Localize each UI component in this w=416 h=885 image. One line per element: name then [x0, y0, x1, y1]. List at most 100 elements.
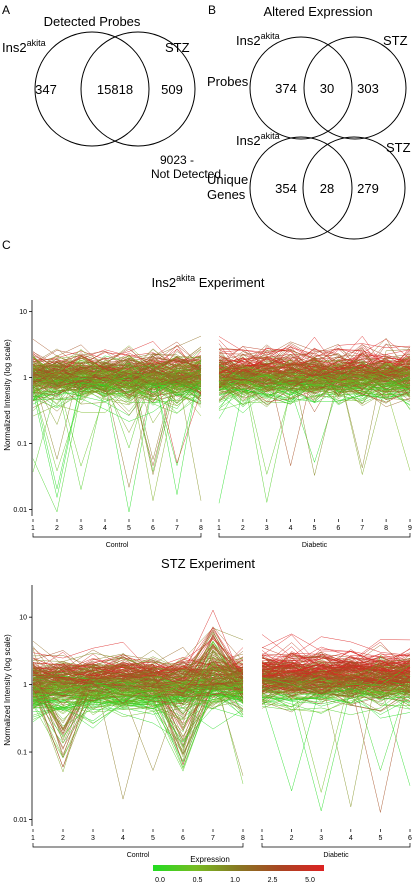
- chart1-y-ticks: 10 1 0.1 0.01: [13, 309, 32, 514]
- venn-b-probes-row-label: Probes: [207, 74, 249, 89]
- x-tick-label: 6: [336, 525, 340, 532]
- probe-line: [32, 359, 202, 398]
- probe-line: [32, 354, 202, 387]
- probe-line: [32, 360, 202, 387]
- venn-a-right-label: STZ: [165, 40, 190, 55]
- legend-tick-label: 0.0: [155, 877, 165, 884]
- probe-line: [32, 665, 244, 718]
- probe-line: [261, 685, 411, 711]
- probe-line: [218, 370, 411, 402]
- probe-line: [218, 369, 411, 408]
- probe-line: [218, 365, 411, 386]
- legend-tick-label: 0.5: [193, 877, 203, 884]
- chart2-x-axis: 1 2 3 4 5 6 7 8 Control 1 2 3 4 5 6 Diabetic: [31, 829, 412, 859]
- probe-line: [32, 655, 244, 709]
- probe-line: [261, 678, 411, 699]
- probe-line: [32, 627, 244, 696]
- probe-line: [261, 672, 411, 695]
- probe-line: [218, 371, 411, 398]
- probe-line: [218, 370, 411, 403]
- probe-line: [218, 348, 411, 397]
- probe-line: [261, 685, 411, 716]
- probe-line: [218, 357, 411, 375]
- x-tick-label: 1: [31, 525, 35, 532]
- probe-line: [32, 662, 244, 697]
- panel-a-letter: A: [2, 3, 10, 17]
- probe-line: [32, 685, 244, 710]
- x-tick-label: 8: [199, 525, 203, 532]
- probe-line: [32, 690, 244, 709]
- probe-line: [32, 698, 244, 742]
- x-tick-label: 7: [211, 835, 215, 842]
- probe-line: [32, 363, 202, 387]
- x-tick-label: 1: [217, 525, 221, 532]
- venn-a-outside-line1: 9023 -: [160, 153, 194, 167]
- x-tick-label: 8: [241, 835, 245, 842]
- venn-b-probes-left-label: Ins2akita: [236, 31, 280, 48]
- probe-line: [261, 673, 411, 690]
- probe-line: [32, 359, 202, 408]
- probe-line: [32, 679, 244, 701]
- group-label: Control: [106, 542, 129, 549]
- probe-line: [218, 367, 411, 388]
- chart2-y-ticks: 10 1 0.1 0.01: [13, 615, 32, 824]
- probe-line: [32, 380, 202, 404]
- probe-line: [32, 372, 202, 395]
- probe-line: [32, 356, 202, 375]
- probe-line: [32, 662, 244, 697]
- x-tick-label: 2: [241, 525, 245, 532]
- venn-a-outside-line2: Not Detected: [151, 167, 221, 181]
- probe-line: [261, 655, 411, 671]
- legend-tick-label: 1.0: [230, 877, 240, 884]
- probe-line: [32, 657, 244, 693]
- group-label: Diabetic: [302, 542, 328, 549]
- x-tick-label: 3: [265, 525, 269, 532]
- probe-line: [218, 362, 411, 386]
- chart2-ylabel: Normalized Intensity (log scale): [3, 634, 12, 746]
- probe-line: [261, 661, 411, 688]
- probe-line: [32, 382, 202, 405]
- panel-a-title: Detected Probes: [44, 14, 141, 29]
- probe-line: [32, 656, 244, 698]
- probe-line: [32, 678, 244, 704]
- probe-line: [218, 344, 411, 375]
- x-tick-label: 5: [127, 525, 131, 532]
- chart1-ylabel: Normalized Intensity (log scale): [3, 339, 12, 451]
- y-tick-label: 0.1: [17, 441, 27, 448]
- group-bracket: [261, 843, 411, 848]
- probe-line: [218, 376, 411, 404]
- x-tick-label: 5: [378, 835, 382, 842]
- probe-line: [218, 359, 411, 401]
- probe-line: [261, 633, 411, 658]
- probe-line: [261, 664, 411, 691]
- probe-line: [32, 369, 202, 401]
- venn-b-genes-row-label-1: Unique: [207, 172, 248, 187]
- probe-line: [261, 655, 410, 677]
- venn-a-overlap-count: 15818: [97, 82, 133, 97]
- legend-tick-label: 2.5: [268, 877, 278, 884]
- legend-tick-label: 5.0: [305, 877, 315, 884]
- chart1-title: Ins2akita Experiment: [152, 273, 265, 290]
- venn-b-genes-left-label: Ins2akita: [236, 131, 280, 148]
- probe-line: [218, 372, 411, 391]
- x-tick-label: 4: [349, 835, 353, 842]
- probe-line: [32, 666, 244, 728]
- probe-line: [261, 658, 411, 685]
- probe-line: [218, 344, 411, 374]
- probe-line: [32, 349, 202, 378]
- x-tick-label: 3: [319, 835, 323, 842]
- panel-b-title: Altered Expression: [263, 4, 372, 19]
- probe-line: [32, 657, 244, 690]
- probe-line: [261, 685, 411, 703]
- x-tick-label: 4: [289, 525, 293, 532]
- x-tick-label: 6: [181, 835, 185, 842]
- y-tick-label: 0.01: [13, 507, 27, 514]
- probe-line: [32, 367, 202, 416]
- y-tick-label: 0.01: [13, 817, 27, 824]
- probe-line: [32, 681, 244, 701]
- probe-line: [32, 370, 202, 397]
- x-tick-label: 7: [175, 525, 179, 532]
- venn-b-genes-overlap-count: 28: [320, 181, 334, 196]
- probe-line: [32, 671, 244, 747]
